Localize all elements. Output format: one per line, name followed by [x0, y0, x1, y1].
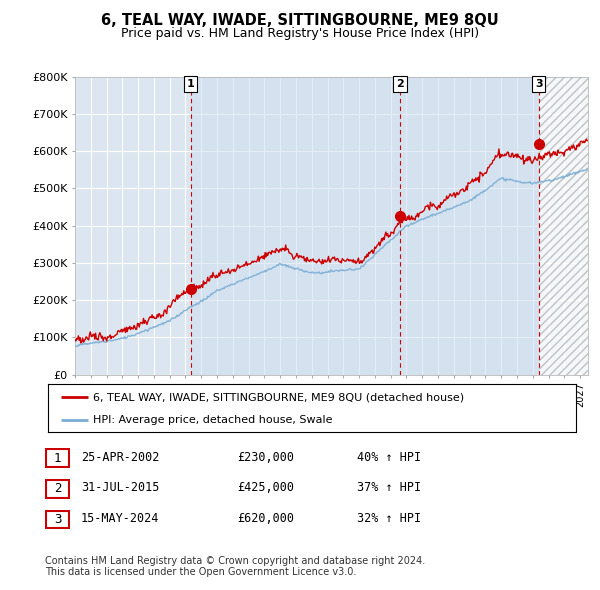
Text: £230,000: £230,000 [237, 451, 294, 464]
Text: 2: 2 [396, 79, 404, 89]
Text: Price paid vs. HM Land Registry's House Price Index (HPI): Price paid vs. HM Land Registry's House … [121, 27, 479, 40]
FancyBboxPatch shape [46, 450, 69, 467]
Bar [539, 77, 588, 375]
Text: 2: 2 [54, 482, 61, 496]
Text: 1: 1 [54, 451, 61, 465]
Text: 6, TEAL WAY, IWADE, SITTINGBOURNE, ME9 8QU: 6, TEAL WAY, IWADE, SITTINGBOURNE, ME9 8… [101, 13, 499, 28]
FancyBboxPatch shape [46, 480, 69, 497]
Text: 25-APR-2002: 25-APR-2002 [81, 451, 160, 464]
Text: 1: 1 [187, 79, 194, 89]
Text: Contains HM Land Registry data © Crown copyright and database right 2024.
This d: Contains HM Land Registry data © Crown c… [45, 556, 425, 578]
Text: 6, TEAL WAY, IWADE, SITTINGBOURNE, ME9 8QU (detached house): 6, TEAL WAY, IWADE, SITTINGBOURNE, ME9 8… [93, 392, 464, 402]
Text: 3: 3 [535, 79, 542, 89]
Bar [400, 77, 539, 375]
Text: 3: 3 [54, 513, 61, 526]
Text: 40% ↑ HPI: 40% ↑ HPI [357, 451, 421, 464]
Text: £620,000: £620,000 [237, 512, 294, 525]
Text: 32% ↑ HPI: 32% ↑ HPI [357, 512, 421, 525]
Text: HPI: Average price, detached house, Swale: HPI: Average price, detached house, Swal… [93, 415, 332, 425]
FancyBboxPatch shape [46, 511, 69, 528]
Bar [191, 77, 400, 375]
Text: 31-JUL-2015: 31-JUL-2015 [81, 481, 160, 494]
Text: 37% ↑ HPI: 37% ↑ HPI [357, 481, 421, 494]
Text: £425,000: £425,000 [237, 481, 294, 494]
Text: 15-MAY-2024: 15-MAY-2024 [81, 512, 160, 525]
